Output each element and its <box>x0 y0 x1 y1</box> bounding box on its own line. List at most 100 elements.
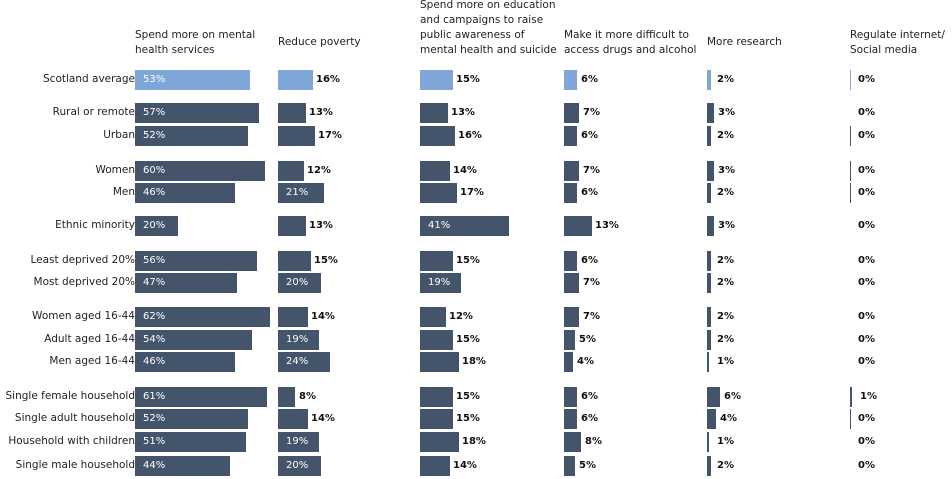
bar <box>135 409 248 429</box>
column-header-line: Spend more on mental <box>135 29 256 41</box>
data-label: 20% <box>143 220 166 231</box>
data-label: 0% <box>858 277 875 288</box>
column-header: Reduce poverty <box>278 35 361 50</box>
bar <box>135 330 252 350</box>
data-label: 6% <box>581 413 598 424</box>
bar <box>278 409 308 429</box>
row-label: Women aged 16-44 <box>32 310 135 322</box>
data-label: 52% <box>143 130 166 141</box>
data-label: 6% <box>724 391 741 402</box>
data-label: 2% <box>717 187 734 198</box>
bar <box>278 161 304 181</box>
bar <box>707 70 711 90</box>
bar <box>564 432 581 452</box>
column-header-line: Regulate internet/ <box>850 29 945 41</box>
bar <box>564 103 579 123</box>
data-label: 46% <box>143 187 166 198</box>
bar <box>278 103 306 123</box>
row-label: Men aged 16-44 <box>49 355 135 367</box>
data-label: 19% <box>286 436 309 447</box>
row-label: Rural or remote <box>52 106 135 118</box>
data-label: 12% <box>449 311 473 322</box>
bar <box>707 387 720 407</box>
bar <box>564 183 577 203</box>
data-label: 6% <box>581 74 598 85</box>
bar <box>850 387 852 407</box>
bar <box>420 330 453 350</box>
bar <box>564 409 577 429</box>
data-label: 41% <box>428 220 451 231</box>
bar <box>420 183 457 203</box>
data-label: 0% <box>858 334 875 345</box>
data-label: 0% <box>858 311 875 322</box>
bar <box>420 273 461 293</box>
data-label: 2% <box>717 277 734 288</box>
bar <box>850 183 851 203</box>
bar <box>420 103 448 123</box>
data-label: 0% <box>858 413 875 424</box>
data-label: 6% <box>581 130 598 141</box>
data-label: 5% <box>579 334 596 345</box>
bar <box>420 387 453 407</box>
column-header-line: access drugs and alcohol <box>564 44 697 56</box>
data-label: 14% <box>453 460 477 471</box>
row-label: Single male household <box>15 459 135 471</box>
row-label: Single adult household <box>14 412 135 424</box>
data-label: 1% <box>860 391 877 402</box>
row-label: Household with children <box>8 435 135 447</box>
bar <box>707 161 714 181</box>
column-header-line: Social media <box>850 44 918 56</box>
data-label: 3% <box>718 107 735 118</box>
column-header: Regulate internet/Social media <box>850 28 945 58</box>
bar <box>707 352 709 372</box>
data-label: 5% <box>579 460 596 471</box>
row-label: Adult aged 16-44 <box>44 333 135 345</box>
bar <box>135 183 235 203</box>
data-label: 0% <box>858 130 875 141</box>
data-label: 7% <box>583 107 600 118</box>
bar <box>278 330 319 350</box>
data-label: 13% <box>595 220 619 231</box>
bar <box>420 432 459 452</box>
data-label: 13% <box>451 107 475 118</box>
data-label: 60% <box>143 165 166 176</box>
data-label: 24% <box>286 356 309 367</box>
bar <box>850 70 851 90</box>
bar <box>564 70 577 90</box>
column-header-line: public awareness of <box>420 29 525 41</box>
bar <box>420 126 455 146</box>
data-label: 15% <box>314 255 338 266</box>
bar <box>135 273 237 293</box>
data-label: 0% <box>858 436 875 447</box>
data-label: 7% <box>583 165 600 176</box>
bar <box>135 70 250 90</box>
data-label: 61% <box>143 391 166 402</box>
column-header: More research <box>707 35 782 50</box>
bar <box>564 126 577 146</box>
row-label: Least deprived 20% <box>30 254 135 266</box>
bar <box>420 251 453 271</box>
bar <box>420 352 459 372</box>
bar <box>564 387 577 407</box>
bar <box>278 183 324 203</box>
row-label: Single female household <box>5 390 135 402</box>
data-label: 47% <box>143 277 166 288</box>
data-label: 20% <box>286 460 309 471</box>
data-label: 20% <box>286 277 309 288</box>
bar <box>135 387 267 407</box>
bar <box>135 251 257 271</box>
data-label: 4% <box>720 413 737 424</box>
column-header: Spend more on education and campaigns to … <box>420 0 557 58</box>
data-label: 44% <box>143 460 166 471</box>
bar <box>278 251 311 271</box>
bar <box>135 161 265 181</box>
data-label: 0% <box>858 255 875 266</box>
data-label: 6% <box>581 187 598 198</box>
data-label: 15% <box>456 255 480 266</box>
data-label: 2% <box>717 460 734 471</box>
bar <box>135 456 230 476</box>
data-label: 7% <box>583 311 600 322</box>
bar <box>278 456 321 476</box>
data-label: 53% <box>143 74 166 85</box>
bar <box>278 70 313 90</box>
